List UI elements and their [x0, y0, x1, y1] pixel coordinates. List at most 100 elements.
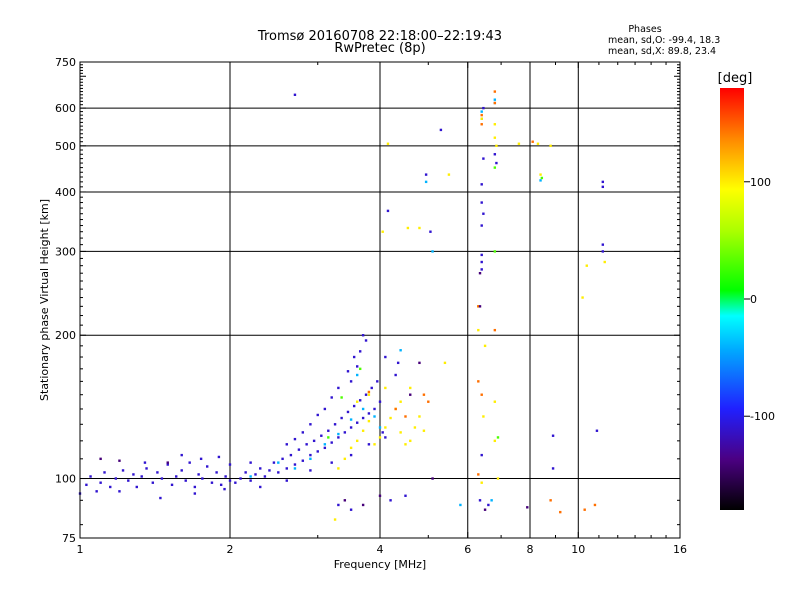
colorbar-tick-label: 0 — [750, 293, 757, 306]
data-point — [539, 173, 542, 176]
data-point — [340, 416, 343, 420]
data-point — [358, 399, 362, 402]
data-point — [272, 461, 276, 464]
data-point — [367, 393, 371, 396]
data-point — [199, 457, 203, 461]
data-point — [156, 471, 159, 474]
data-point — [496, 477, 500, 480]
data-point — [263, 475, 267, 478]
data-point — [477, 328, 480, 332]
data-point — [330, 396, 333, 399]
data-point — [367, 390, 371, 394]
data-point — [480, 224, 483, 227]
data-point — [259, 485, 262, 489]
y-axis-ticks: 75 100 200 300 400 500 600 750 — [55, 56, 680, 545]
data-point — [180, 453, 183, 457]
data-point — [289, 453, 293, 457]
data-point — [477, 305, 480, 308]
data-point — [205, 465, 209, 468]
data-point — [559, 510, 562, 514]
data-point — [384, 426, 387, 429]
y-axis-label: Stationary phase Virtual Height [km] — [38, 199, 51, 401]
x-tick-label: 4 — [377, 543, 384, 556]
data-point — [427, 400, 430, 403]
data-point — [254, 473, 257, 476]
data-point — [293, 93, 297, 96]
data-point — [601, 250, 605, 253]
data-point — [424, 173, 428, 176]
stats-line-x: mean, sd,X: 89.8, 23.4 — [608, 46, 716, 57]
data-point — [228, 479, 232, 482]
data-point — [355, 373, 359, 377]
data-point — [361, 416, 365, 420]
data-point — [343, 499, 347, 502]
data-point — [361, 503, 365, 507]
data-point — [352, 404, 356, 408]
data-point — [349, 418, 353, 421]
data-point — [103, 471, 106, 474]
data-point — [305, 443, 308, 446]
data-point — [234, 481, 237, 484]
data-points — [78, 90, 606, 521]
data-point — [349, 446, 353, 450]
data-point — [585, 264, 588, 267]
y-tick-label: 300 — [55, 245, 76, 258]
data-point — [480, 113, 483, 117]
stats-line-o: mean, sd,O: -99.4, 18.3 — [608, 35, 720, 46]
colorbar-label: [deg] — [718, 71, 753, 86]
data-point — [493, 439, 497, 443]
data-point — [540, 176, 544, 180]
data-point — [409, 386, 412, 390]
data-point — [180, 469, 183, 472]
data-point — [480, 117, 483, 120]
data-point — [399, 400, 402, 403]
data-point — [431, 250, 434, 253]
x-tick-label: 8 — [527, 543, 534, 556]
data-point — [121, 469, 125, 472]
data-point — [151, 481, 155, 484]
data-point — [595, 429, 599, 432]
data-point — [114, 477, 118, 480]
data-point — [581, 296, 584, 299]
data-point — [244, 471, 247, 474]
x-axis-ticks: 1 2 4 6 8 10 16 — [77, 62, 687, 556]
data-point — [439, 128, 443, 132]
data-point — [483, 508, 487, 511]
data-point — [493, 166, 497, 169]
data-point — [337, 436, 340, 439]
data-point — [409, 393, 412, 396]
data-point — [361, 429, 365, 432]
data-point — [536, 142, 540, 145]
data-point — [217, 455, 221, 459]
y-tick-label: 400 — [55, 186, 76, 199]
data-point — [381, 230, 384, 233]
data-point — [215, 471, 218, 474]
data-point — [352, 355, 356, 359]
data-point — [301, 431, 305, 434]
data-point — [601, 180, 605, 184]
data-point — [424, 180, 428, 184]
data-point — [378, 494, 382, 497]
data-point — [277, 471, 280, 474]
data-point — [601, 243, 605, 246]
x-tick-label: 10 — [571, 543, 585, 556]
data-point — [495, 144, 498, 148]
data-point — [166, 463, 169, 466]
data-point — [355, 439, 359, 443]
data-point — [293, 463, 297, 466]
y-tick-label: 750 — [55, 56, 76, 69]
data-point — [384, 436, 387, 439]
data-point — [493, 90, 497, 93]
data-point — [583, 508, 586, 511]
data-point — [89, 475, 92, 478]
data-point — [493, 98, 497, 101]
data-point — [132, 473, 135, 476]
data-point — [422, 429, 426, 432]
data-point — [201, 477, 204, 480]
data-point — [99, 481, 102, 484]
data-point — [367, 412, 371, 415]
data-point — [493, 400, 497, 403]
data-point — [143, 461, 147, 464]
data-point — [193, 492, 197, 495]
data-point — [418, 226, 421, 230]
